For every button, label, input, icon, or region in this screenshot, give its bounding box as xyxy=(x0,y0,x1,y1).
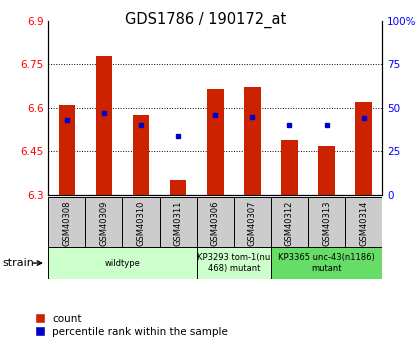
Bar xyxy=(170,180,186,195)
Bar xyxy=(271,247,382,279)
Text: GSM40309: GSM40309 xyxy=(100,201,108,246)
Bar xyxy=(318,146,335,195)
Bar xyxy=(58,105,75,195)
Legend: count, percentile rank within the sample: count, percentile rank within the sample xyxy=(34,313,229,338)
Text: strain: strain xyxy=(2,258,34,268)
Text: GSM40314: GSM40314 xyxy=(359,201,368,246)
Bar xyxy=(48,197,85,247)
Text: KP3293 tom-1(nu
468) mutant: KP3293 tom-1(nu 468) mutant xyxy=(197,253,270,273)
Bar xyxy=(345,197,382,247)
Text: GSM40307: GSM40307 xyxy=(248,201,257,246)
Bar xyxy=(355,102,372,195)
Bar xyxy=(123,197,160,247)
Text: GSM40312: GSM40312 xyxy=(285,201,294,246)
Text: GSM40313: GSM40313 xyxy=(322,201,331,246)
Text: GDS1786 / 190172_at: GDS1786 / 190172_at xyxy=(125,12,286,28)
Text: GSM40311: GSM40311 xyxy=(173,201,183,246)
Text: GSM40308: GSM40308 xyxy=(62,201,71,246)
Text: GSM40306: GSM40306 xyxy=(211,201,220,246)
Bar xyxy=(281,140,298,195)
Bar xyxy=(207,89,223,195)
Bar xyxy=(96,56,112,195)
Bar xyxy=(197,197,234,247)
Bar xyxy=(160,197,197,247)
Bar xyxy=(133,115,150,195)
Text: GSM40310: GSM40310 xyxy=(136,201,146,246)
Bar xyxy=(244,88,261,195)
Bar xyxy=(85,197,123,247)
Bar xyxy=(234,197,271,247)
Bar xyxy=(271,197,308,247)
Bar xyxy=(308,197,345,247)
Bar xyxy=(197,247,271,279)
Text: KP3365 unc-43(n1186)
mutant: KP3365 unc-43(n1186) mutant xyxy=(278,253,375,273)
Text: wildtype: wildtype xyxy=(105,258,140,268)
Bar xyxy=(48,247,197,279)
